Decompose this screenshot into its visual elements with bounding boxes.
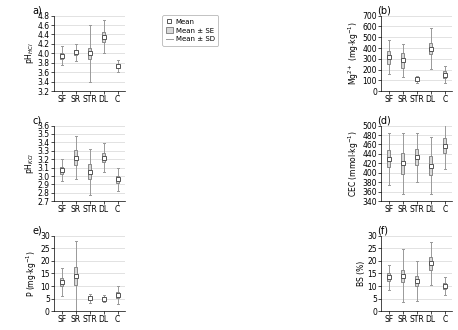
Y-axis label: CEC (mmol$\cdot$kg$^{-1}$): CEC (mmol$\cdot$kg$^{-1}$) [347, 130, 361, 197]
Bar [88, 48, 91, 59]
Bar [102, 32, 105, 42]
Bar [60, 167, 63, 174]
Bar [401, 53, 404, 68]
Bar [102, 297, 105, 300]
Text: (b): (b) [377, 6, 392, 16]
Bar [443, 71, 446, 78]
Bar [429, 43, 432, 54]
Text: e): e) [33, 226, 42, 236]
Y-axis label: BS (%): BS (%) [357, 261, 366, 286]
Y-axis label: P (mg$\cdot$kg$^{-1}$): P (mg$\cdot$kg$^{-1}$) [24, 250, 38, 297]
Legend: Mean, Mean ± SE, Mean ± SD: Mean, Mean ± SE, Mean ± SD [163, 15, 218, 46]
Text: a): a) [33, 6, 42, 16]
Bar [387, 150, 390, 167]
Bar [443, 138, 446, 153]
Text: (f): (f) [377, 226, 388, 236]
Bar [60, 279, 63, 286]
Text: (d): (d) [377, 115, 391, 125]
Bar [60, 53, 63, 59]
Bar [415, 276, 418, 286]
Bar [74, 50, 77, 55]
Bar [88, 164, 91, 180]
Y-axis label: pH$_{HCl}$: pH$_{HCl}$ [23, 43, 36, 64]
Bar [429, 156, 432, 175]
Y-axis label: Mg$^{2+}$ (mg$\cdot$kg$^{-1}$): Mg$^{2+}$ (mg$\cdot$kg$^{-1}$) [347, 22, 361, 85]
Bar [102, 153, 105, 162]
Bar [401, 153, 404, 174]
Bar [387, 51, 390, 64]
Text: c): c) [33, 115, 42, 125]
Bar [116, 176, 119, 183]
Bar [116, 64, 119, 68]
Bar [415, 149, 418, 165]
Bar [88, 297, 91, 300]
Bar [429, 257, 432, 270]
Bar [74, 267, 77, 285]
Bar [116, 292, 119, 298]
Bar [401, 270, 404, 282]
Y-axis label: pH$_{KCl}$: pH$_{KCl}$ [23, 153, 36, 174]
Bar [415, 78, 418, 81]
Bar [387, 274, 390, 281]
Bar [74, 150, 77, 165]
Bar [443, 283, 446, 289]
